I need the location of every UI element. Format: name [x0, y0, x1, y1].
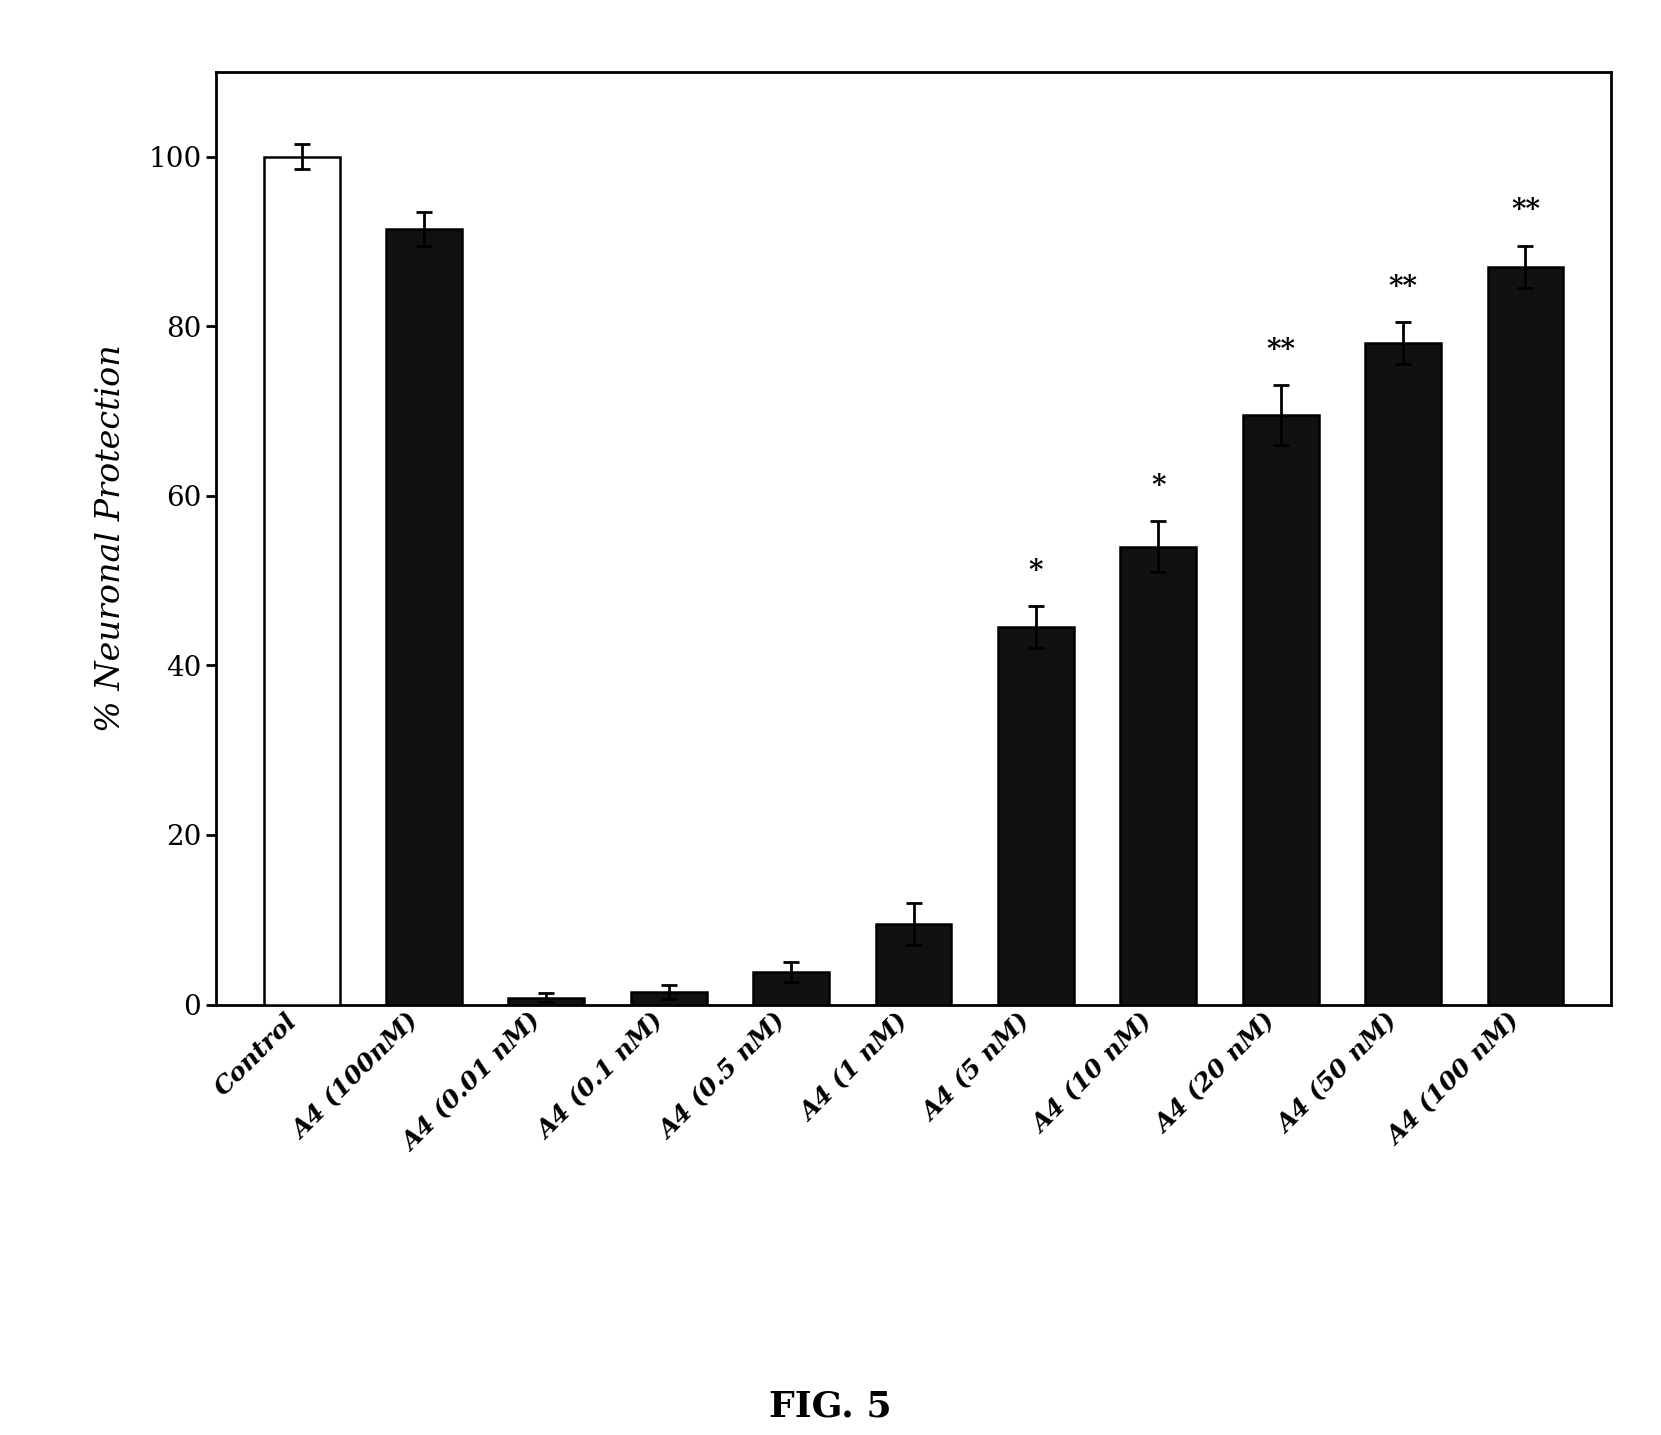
Text: *: * [1028, 558, 1043, 585]
Text: *: * [1151, 474, 1166, 499]
Bar [875, 924, 952, 1004]
Bar [508, 997, 585, 1004]
Bar [631, 992, 706, 1004]
Bar [1365, 343, 1442, 1004]
Bar [264, 156, 339, 1004]
Text: **: ** [1389, 274, 1417, 301]
Y-axis label: % Neuronal Protection: % Neuronal Protection [95, 344, 128, 732]
Bar [998, 627, 1075, 1004]
Text: **: ** [1266, 337, 1296, 364]
Text: **: ** [1512, 198, 1540, 224]
Bar [1488, 267, 1563, 1004]
Bar [752, 973, 829, 1004]
Bar [385, 228, 462, 1004]
Bar [1121, 547, 1196, 1004]
Bar [1242, 415, 1319, 1004]
Text: FIG. 5: FIG. 5 [769, 1389, 892, 1424]
